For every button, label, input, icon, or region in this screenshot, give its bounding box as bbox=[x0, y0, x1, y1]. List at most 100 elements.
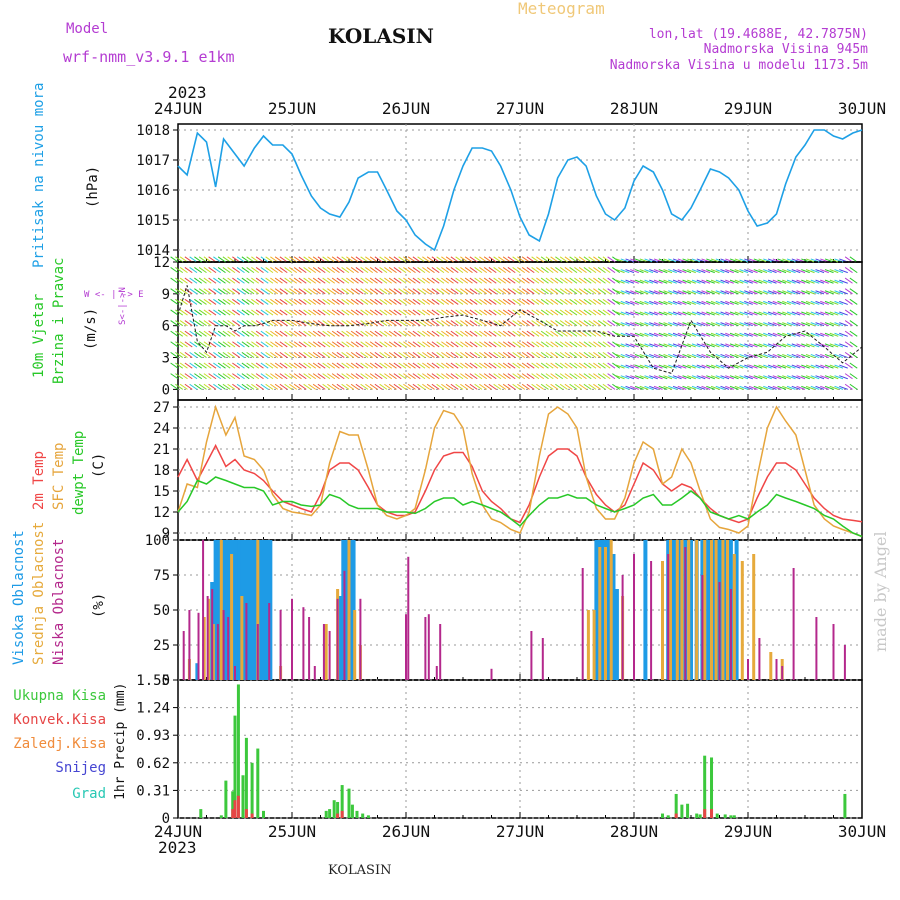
cloud-bar-0 bbox=[611, 554, 616, 680]
cloud-bar-1 bbox=[586, 610, 590, 680]
wind-barb bbox=[355, 383, 364, 390]
wind-barb bbox=[720, 322, 730, 327]
wind-barb bbox=[725, 269, 734, 274]
wind-barb bbox=[677, 322, 687, 327]
wind-barb bbox=[198, 330, 207, 337]
wind-barb bbox=[236, 277, 245, 284]
wind-barb bbox=[222, 256, 231, 263]
xtick-label-bottom: 28JUN bbox=[610, 822, 658, 841]
wind-barb bbox=[460, 383, 469, 390]
wind-barb bbox=[569, 288, 578, 295]
wind-barb bbox=[763, 364, 772, 369]
wind-barb bbox=[493, 309, 502, 316]
wind-barb bbox=[578, 256, 587, 263]
wind-barb bbox=[796, 375, 806, 380]
wind-barb bbox=[488, 383, 497, 390]
wind-barb bbox=[663, 343, 673, 348]
wind-barb bbox=[279, 373, 288, 380]
wind-barb bbox=[744, 269, 753, 274]
wind-barb bbox=[602, 298, 611, 305]
wind-barb bbox=[431, 362, 440, 369]
wind-barb bbox=[725, 353, 734, 359]
wind-barb bbox=[602, 383, 611, 390]
cloud-bar-2 bbox=[313, 666, 316, 680]
wind-barb bbox=[777, 322, 787, 327]
wind-barb bbox=[744, 332, 753, 337]
wind-barb bbox=[521, 298, 530, 305]
wind-barb bbox=[810, 364, 820, 369]
wind-barb bbox=[744, 290, 753, 295]
wind-barb bbox=[625, 300, 635, 305]
wind-barb bbox=[602, 309, 611, 316]
wind-barb bbox=[607, 267, 616, 274]
wind-barb bbox=[450, 351, 459, 358]
wind-barb bbox=[801, 375, 810, 380]
wind-barb bbox=[607, 362, 616, 369]
precip-bar-0 bbox=[715, 813, 719, 818]
wind-barb bbox=[644, 300, 654, 305]
wind-barb bbox=[782, 290, 791, 295]
cloud-bar-0 bbox=[711, 540, 716, 680]
wind-barb bbox=[805, 364, 815, 369]
wind-barb bbox=[483, 341, 492, 348]
wind-barb bbox=[564, 373, 573, 380]
wind-barb bbox=[265, 330, 274, 337]
wind-barb bbox=[298, 288, 307, 295]
wind-barb bbox=[748, 332, 758, 337]
wind-barb bbox=[170, 267, 179, 274]
wind-barb bbox=[682, 385, 692, 390]
wind-barb bbox=[748, 322, 758, 327]
ytick-label: 21 bbox=[153, 442, 170, 458]
wind-barb bbox=[412, 383, 421, 390]
wind-barb bbox=[479, 341, 488, 348]
wind-barb bbox=[634, 385, 644, 390]
wind-barb bbox=[274, 277, 283, 284]
wind-barb bbox=[791, 269, 801, 274]
cloud-bar-2 bbox=[256, 624, 259, 680]
wind-barb bbox=[236, 373, 245, 380]
wind-barb bbox=[179, 320, 188, 327]
wind-barb bbox=[653, 322, 663, 327]
wind-barb bbox=[588, 351, 597, 358]
wind-barb bbox=[213, 330, 222, 337]
wind-barb bbox=[450, 330, 459, 337]
wind-barb bbox=[251, 351, 260, 358]
wind-barb bbox=[715, 279, 725, 284]
wind-barb bbox=[436, 298, 445, 305]
wind-barb bbox=[734, 385, 744, 390]
wind-barb bbox=[369, 373, 378, 380]
wind-barb bbox=[170, 330, 179, 337]
wind-barb bbox=[293, 309, 302, 316]
wind-barb bbox=[564, 383, 573, 390]
wind-barb bbox=[398, 298, 407, 305]
wind-barb bbox=[625, 258, 635, 263]
wind-barb bbox=[422, 298, 431, 305]
cloud-bar-0 bbox=[223, 540, 228, 680]
wind-barb bbox=[805, 375, 815, 380]
wind-barb bbox=[701, 343, 711, 348]
wind-barb bbox=[734, 269, 744, 274]
wind-barb bbox=[550, 277, 559, 284]
wind-barb bbox=[820, 290, 829, 295]
wind-barb bbox=[189, 351, 198, 358]
wind-barb bbox=[540, 277, 549, 284]
cloud-bar-1 bbox=[687, 540, 691, 680]
wind-barb bbox=[350, 383, 359, 390]
wind-barb bbox=[801, 364, 810, 369]
wind-barb bbox=[303, 351, 312, 358]
wind-barb bbox=[550, 383, 559, 390]
wind-barb bbox=[241, 256, 250, 263]
wind-barb bbox=[469, 320, 478, 327]
wind-barb bbox=[374, 362, 383, 369]
wind-barb bbox=[274, 383, 283, 390]
wind-barb bbox=[782, 269, 791, 274]
wind-barb bbox=[744, 322, 753, 327]
wind-barb bbox=[753, 300, 763, 305]
wind-barb bbox=[346, 288, 355, 295]
cloud-bar-2 bbox=[650, 561, 653, 680]
pressure-ylabel: Pritisak na nivou mora bbox=[31, 83, 47, 268]
wind-barb bbox=[289, 320, 298, 327]
wind-barb bbox=[672, 343, 682, 348]
wind-barb bbox=[597, 373, 606, 380]
wind-barb bbox=[236, 330, 245, 337]
